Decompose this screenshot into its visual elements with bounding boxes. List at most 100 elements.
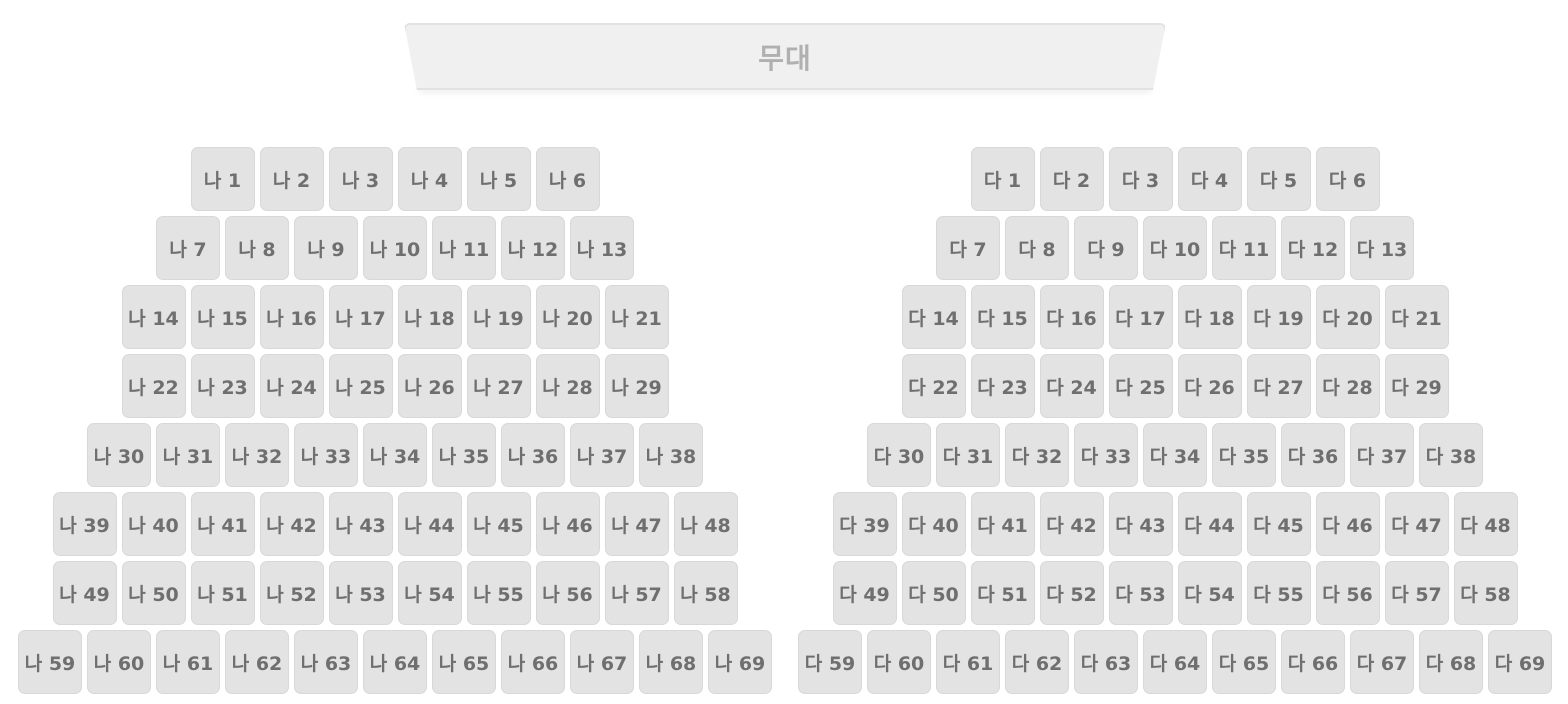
- seat-na-11[interactable]: 나 11: [432, 216, 496, 280]
- seat-na-45[interactable]: 나 45: [466, 492, 531, 556]
- seat-da-32[interactable]: 다 32: [1005, 423, 1069, 487]
- seat-da-67[interactable]: 다 67: [1350, 630, 1414, 694]
- seat-na-13[interactable]: 나 13: [570, 216, 634, 280]
- seat-na-62[interactable]: 나 62: [225, 630, 289, 694]
- seat-na-46[interactable]: 나 46: [535, 492, 600, 556]
- seat-da-24[interactable]: 다 24: [1039, 354, 1104, 418]
- seat-na-43[interactable]: 나 43: [328, 492, 393, 556]
- seat-da-5[interactable]: 다 5: [1246, 147, 1311, 211]
- seat-da-30[interactable]: 다 30: [867, 423, 931, 487]
- seat-na-30[interactable]: 나 30: [87, 423, 151, 487]
- seat-da-25[interactable]: 다 25: [1108, 354, 1173, 418]
- seat-da-64[interactable]: 다 64: [1143, 630, 1207, 694]
- seat-da-40[interactable]: 다 40: [901, 492, 966, 556]
- seat-na-10[interactable]: 나 10: [363, 216, 427, 280]
- seat-na-21[interactable]: 나 21: [604, 285, 669, 349]
- seat-na-67[interactable]: 나 67: [570, 630, 634, 694]
- seat-da-52[interactable]: 다 52: [1039, 561, 1104, 625]
- seat-da-59[interactable]: 다 59: [798, 630, 862, 694]
- seat-da-31[interactable]: 다 31: [936, 423, 1000, 487]
- seat-da-38[interactable]: 다 38: [1419, 423, 1483, 487]
- seat-da-33[interactable]: 다 33: [1074, 423, 1138, 487]
- seat-na-18[interactable]: 나 18: [397, 285, 462, 349]
- seat-na-31[interactable]: 나 31: [156, 423, 220, 487]
- seat-na-2[interactable]: 나 2: [259, 147, 324, 211]
- seat-na-6[interactable]: 나 6: [535, 147, 600, 211]
- seat-da-1[interactable]: 다 1: [970, 147, 1035, 211]
- seat-da-60[interactable]: 다 60: [867, 630, 931, 694]
- seat-na-7[interactable]: 나 7: [156, 216, 220, 280]
- seat-na-44[interactable]: 나 44: [397, 492, 462, 556]
- seat-da-18[interactable]: 다 18: [1177, 285, 1242, 349]
- seat-na-53[interactable]: 나 53: [328, 561, 393, 625]
- seat-na-26[interactable]: 나 26: [397, 354, 462, 418]
- seat-na-14[interactable]: 나 14: [121, 285, 186, 349]
- seat-na-16[interactable]: 나 16: [259, 285, 324, 349]
- seat-da-45[interactable]: 다 45: [1246, 492, 1311, 556]
- seat-na-17[interactable]: 나 17: [328, 285, 393, 349]
- seat-na-36[interactable]: 나 36: [501, 423, 565, 487]
- seat-na-1[interactable]: 나 1: [190, 147, 255, 211]
- seat-da-2[interactable]: 다 2: [1039, 147, 1104, 211]
- seat-na-33[interactable]: 나 33: [294, 423, 358, 487]
- seat-da-54[interactable]: 다 54: [1177, 561, 1242, 625]
- seat-da-51[interactable]: 다 51: [970, 561, 1035, 625]
- seat-na-63[interactable]: 나 63: [294, 630, 358, 694]
- seat-da-26[interactable]: 다 26: [1177, 354, 1242, 418]
- seat-da-68[interactable]: 다 68: [1419, 630, 1483, 694]
- seat-na-66[interactable]: 나 66: [501, 630, 565, 694]
- seat-na-47[interactable]: 나 47: [604, 492, 669, 556]
- seat-na-40[interactable]: 나 40: [121, 492, 186, 556]
- seat-na-64[interactable]: 나 64: [363, 630, 427, 694]
- seat-na-37[interactable]: 나 37: [570, 423, 634, 487]
- seat-na-22[interactable]: 나 22: [121, 354, 186, 418]
- seat-da-27[interactable]: 다 27: [1246, 354, 1311, 418]
- seat-da-29[interactable]: 다 29: [1384, 354, 1449, 418]
- seat-da-46[interactable]: 다 46: [1315, 492, 1380, 556]
- seat-da-20[interactable]: 다 20: [1315, 285, 1380, 349]
- seat-na-25[interactable]: 나 25: [328, 354, 393, 418]
- seat-na-68[interactable]: 나 68: [639, 630, 703, 694]
- seat-na-56[interactable]: 나 56: [535, 561, 600, 625]
- seat-na-29[interactable]: 나 29: [604, 354, 669, 418]
- seat-da-56[interactable]: 다 56: [1315, 561, 1380, 625]
- seat-na-38[interactable]: 나 38: [639, 423, 703, 487]
- seat-da-4[interactable]: 다 4: [1177, 147, 1242, 211]
- seat-da-69[interactable]: 다 69: [1488, 630, 1552, 694]
- seat-da-22[interactable]: 다 22: [901, 354, 966, 418]
- seat-da-66[interactable]: 다 66: [1281, 630, 1345, 694]
- seat-da-61[interactable]: 다 61: [936, 630, 1000, 694]
- seat-na-52[interactable]: 나 52: [259, 561, 324, 625]
- seat-da-35[interactable]: 다 35: [1212, 423, 1276, 487]
- seat-da-57[interactable]: 다 57: [1384, 561, 1449, 625]
- seat-na-61[interactable]: 나 61: [156, 630, 220, 694]
- seat-da-62[interactable]: 다 62: [1005, 630, 1069, 694]
- seat-na-24[interactable]: 나 24: [259, 354, 324, 418]
- seat-na-42[interactable]: 나 42: [259, 492, 324, 556]
- seat-na-15[interactable]: 나 15: [190, 285, 255, 349]
- seat-da-49[interactable]: 다 49: [832, 561, 897, 625]
- seat-da-42[interactable]: 다 42: [1039, 492, 1104, 556]
- seat-na-28[interactable]: 나 28: [535, 354, 600, 418]
- seat-da-13[interactable]: 다 13: [1350, 216, 1414, 280]
- seat-da-14[interactable]: 다 14: [901, 285, 966, 349]
- seat-da-39[interactable]: 다 39: [832, 492, 897, 556]
- seat-na-57[interactable]: 나 57: [604, 561, 669, 625]
- seat-na-35[interactable]: 나 35: [432, 423, 496, 487]
- seat-na-50[interactable]: 나 50: [121, 561, 186, 625]
- seat-na-4[interactable]: 나 4: [397, 147, 462, 211]
- seat-na-39[interactable]: 나 39: [52, 492, 117, 556]
- seat-na-8[interactable]: 나 8: [225, 216, 289, 280]
- seat-na-51[interactable]: 나 51: [190, 561, 255, 625]
- seat-da-44[interactable]: 다 44: [1177, 492, 1242, 556]
- seat-na-58[interactable]: 나 58: [673, 561, 738, 625]
- seat-da-12[interactable]: 다 12: [1281, 216, 1345, 280]
- seat-na-49[interactable]: 나 49: [52, 561, 117, 625]
- seat-da-65[interactable]: 다 65: [1212, 630, 1276, 694]
- seat-da-37[interactable]: 다 37: [1350, 423, 1414, 487]
- seat-na-65[interactable]: 나 65: [432, 630, 496, 694]
- seat-da-17[interactable]: 다 17: [1108, 285, 1173, 349]
- seat-na-41[interactable]: 나 41: [190, 492, 255, 556]
- seat-na-55[interactable]: 나 55: [466, 561, 531, 625]
- seat-da-11[interactable]: 다 11: [1212, 216, 1276, 280]
